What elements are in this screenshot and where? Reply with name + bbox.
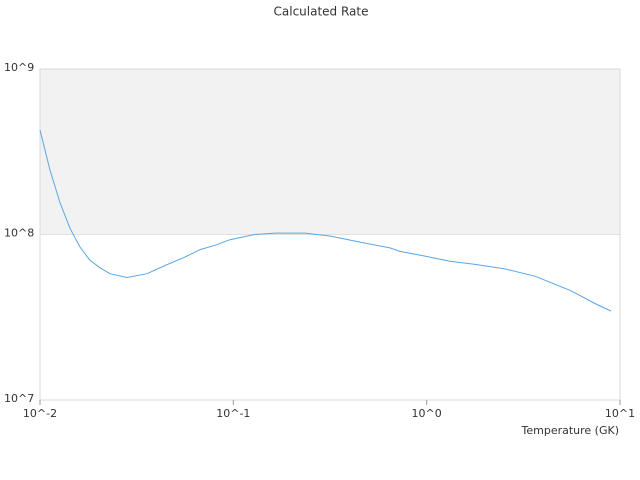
y-tick-label: 10^7 (4, 392, 34, 405)
x-tick-label: 10^1 (605, 407, 635, 420)
chart-title: Calculated Rate (274, 5, 369, 19)
x-tick-label: 10^0 (412, 407, 442, 420)
x-tick-label: 10^-1 (216, 407, 250, 420)
y-tick-label: 10^8 (4, 227, 34, 240)
shaded-band (40, 69, 620, 235)
data-line (39, 129, 612, 312)
x-axis-label: Temperature (GK) (521, 424, 620, 437)
y-tick-label: 10^9 (4, 61, 34, 74)
plot-border (39, 68, 621, 401)
x-tick-label: 10^-2 (23, 407, 57, 420)
